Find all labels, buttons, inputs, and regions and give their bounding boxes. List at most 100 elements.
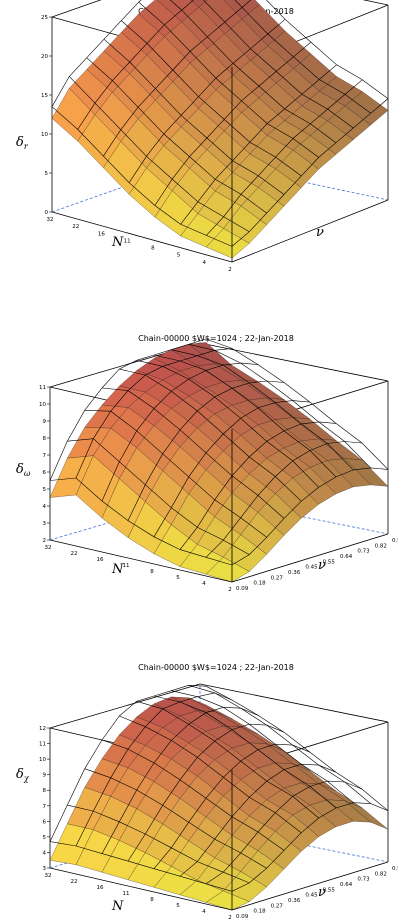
n-axis-label: N [111,235,124,250]
wireframe-line [103,0,252,157]
box-edge-top-back-right [199,342,389,382]
n-tick-label: 4 [202,581,206,587]
z-tick-label: 4 [43,504,47,510]
wireframe-layer [51,0,389,263]
z-tick-label: 15 [41,93,48,99]
z-tick-label: 3 [43,866,47,872]
wireframe-line [51,106,233,247]
n-tick-label: 16 [98,231,105,237]
z-tick-label: 2 [43,538,47,544]
wireframe-line [171,349,354,471]
box-edge-top-back-right [199,683,389,723]
surface-plot-2: Chain-00000 $W$=1024 ; 22-Jan-2018 2 3 4 5 6… [0,307,398,614]
nu-tick-label: 0.91 [392,538,398,544]
z-tick-label: 12 [39,726,46,732]
z-tick-label: 6 [43,819,47,825]
wireframe-line [86,57,267,214]
wireframe-line [49,684,207,842]
nu-tick-label: 0.18 [253,581,266,587]
surface-cell [205,556,250,583]
wireframe-line [101,739,285,851]
wireframe-line [77,0,195,130]
wireframe-line [138,1,319,158]
n-tick-labels: 32 22 16 11 8 5 4 2 [47,217,232,273]
z-tick-label: 5 [43,835,47,841]
surface-plot-1-canvas: Chain-00000 $W$=1024 ; 22-Jan-2018 05101… [16,0,389,273]
wireframe-line [266,0,389,99]
surface-layer [51,0,389,259]
nu-tick-label: 0.18 [253,909,266,915]
n-tick-label: 4 [202,909,206,915]
z-tick-label: 9 [43,773,47,779]
z-tick-label: 10 [39,402,46,408]
wireframe-line [153,695,337,809]
wireframe-line [75,348,233,479]
wireframe-line [127,380,285,521]
nu-tick-label: 0.73 [357,877,370,883]
n-tick-label: 32 [47,217,54,223]
nu-tick-label: 0.82 [375,871,387,877]
z-axis-label: δω [16,462,31,478]
box-floor-front-left [49,867,233,911]
z-tick-labels: 3 4 5 6 7 8 9 10 11 12 [39,726,50,872]
wireframe-line [231,467,389,566]
n-tick-label: 11 [123,891,130,897]
n-tick-label: 22 [71,879,78,885]
wireframe-line [188,685,371,804]
nu-tick-labels: 0.09 0.18 0.27 0.36 0.45 0.55 0.64 0.73 0.82 0.91 [236,538,398,592]
box-floor-front-left [51,211,233,263]
z-tick-label: 20 [41,54,48,60]
nu-axis-label: ν [318,558,326,573]
wireframe-line [67,438,250,555]
wireframe-line [154,41,312,206]
surface-layer [49,342,389,583]
wireframe-line [119,368,302,502]
plot-title: Chain-00000 $W$=1024 ; 22-Jan-2018 [138,334,294,343]
z-tick-label: 9 [43,419,47,425]
n-tick-label: 16 [97,557,104,563]
nu-axis-label: ν [316,225,324,240]
n-tick-label: 8 [151,246,155,252]
wireframe-line [121,20,302,177]
wireframe-layer [49,684,389,911]
n-tick-label: 5 [176,903,180,909]
z-axis-label: δr [16,135,29,151]
z-tick-label: 5 [43,487,47,493]
box-edge-top-back-left [51,0,102,18]
surface-cell [205,890,250,911]
n-tick-label: 32 [45,545,52,551]
wireframe-line [188,344,371,469]
nu-tick-label: 0.27 [271,575,284,581]
n-tick-label: 4 [203,260,207,266]
nu-tick-label: 0.64 [340,554,353,560]
wireframe-line [169,0,337,143]
surface-plot-2-canvas: Chain-00000 $W$=1024 ; 22-Jan-2018 2 3 4 5 6… [16,334,398,593]
nu-tick-label: 0.55 [323,559,336,565]
surface-plot-3-canvas: Chain-00000 $W$=1024 ; 22-Jan-2018 3 4 5 6 7… [16,663,398,921]
z-tick-label: 4 [43,850,47,856]
wireframe-line [231,98,389,247]
box-floor-front-right [231,861,389,911]
n-tick-label: 8 [150,897,154,903]
nu-tick-label: 0.36 [288,898,301,904]
z-tick-label: 8 [43,788,47,794]
n-tick-label: 16 [97,885,104,891]
z-tick-labels: 0 5 10 15 20 25 [41,15,52,216]
z-tick-label: 11 [39,742,46,748]
wireframe-line [101,362,259,502]
wireframe-line [84,768,267,869]
surface-cell [205,228,250,259]
nu-tick-label: 0.45 [305,893,318,899]
n-tick-label: 5 [176,575,180,581]
nu-tick-labels: 0.09 0.18 0.27 0.36 0.45 0.55 0.64 0.73 0.82 0.91 [236,866,398,920]
wireframe-line [69,76,250,232]
nu-tick-label: 0.09 [236,914,249,920]
wireframe-line [203,0,354,129]
z-tick-label: 10 [39,757,46,763]
nu-tick-label: 0.64 [340,882,353,888]
z-tick-label: 10 [41,132,48,138]
n-tick-label: 2 [228,915,232,921]
box-floor-front-left [49,539,233,583]
nu-tick-label: 0.82 [375,543,387,549]
z-tick-label: 8 [43,436,47,442]
